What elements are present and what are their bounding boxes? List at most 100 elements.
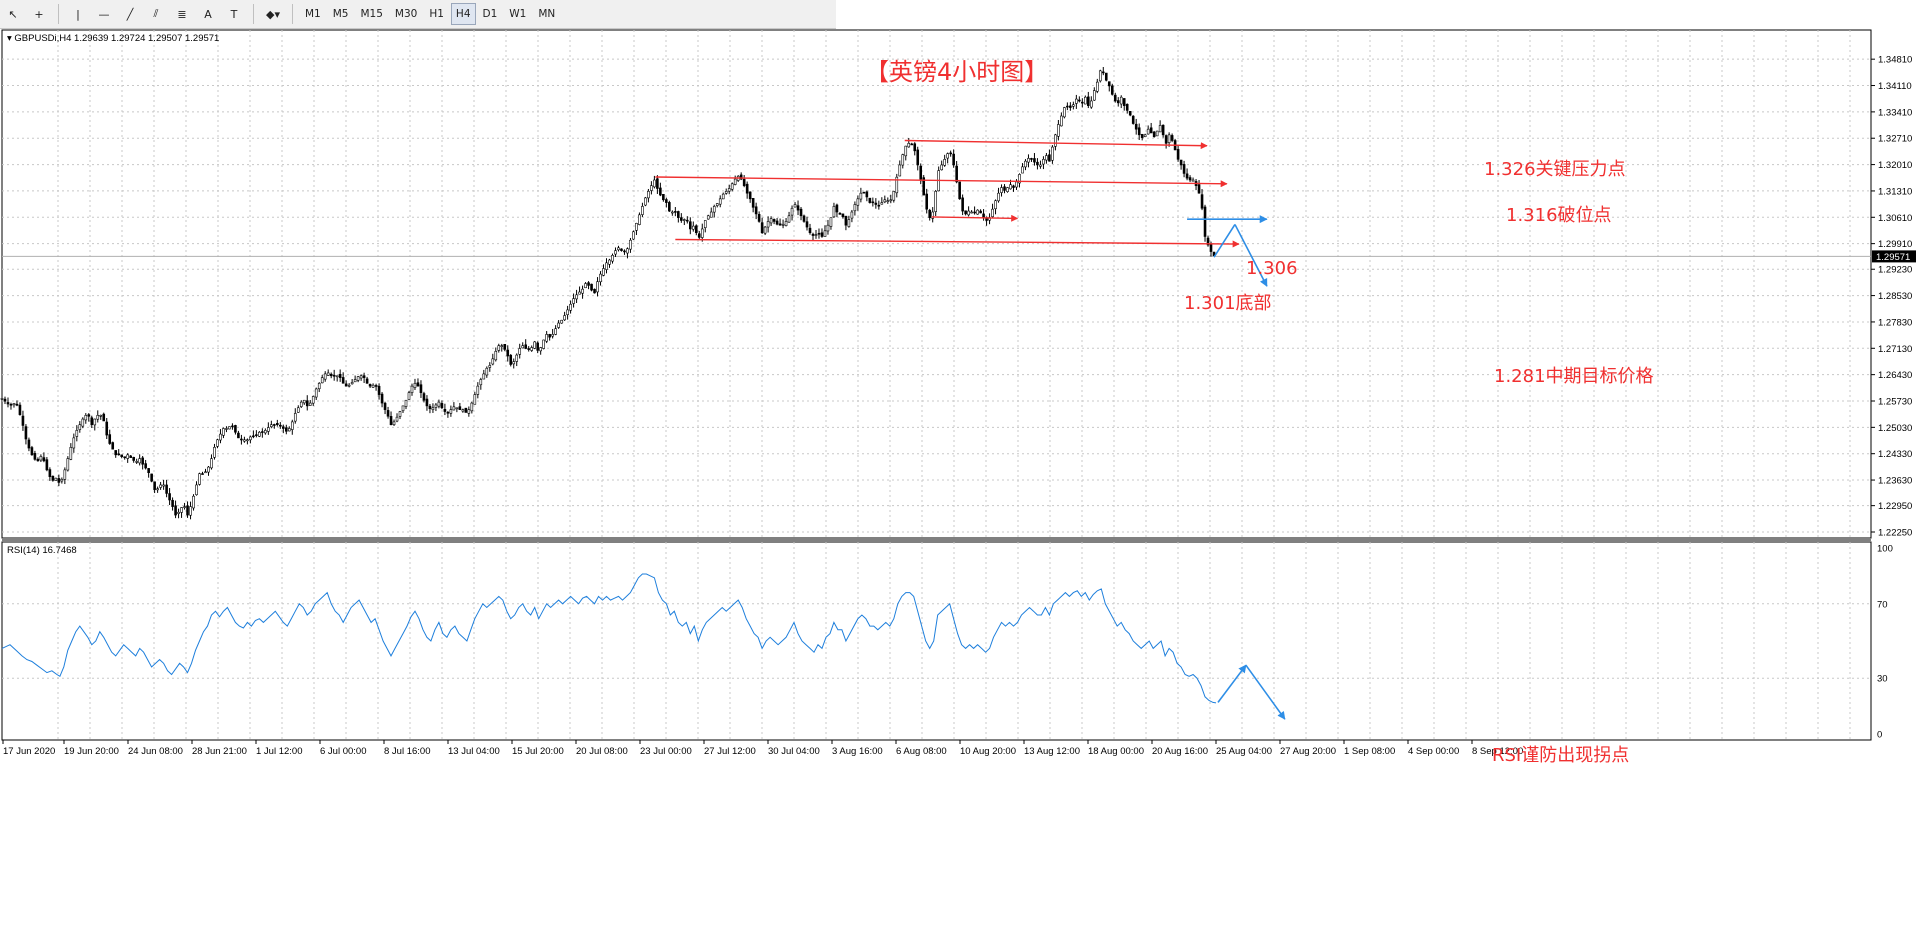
text-tool-button[interactable]: A [196, 3, 220, 25]
candle-body [1060, 115, 1063, 127]
candle-body [36, 458, 40, 462]
candle-body [1098, 70, 1102, 82]
shapes-dropdown-tool-button[interactable]: ◆▾ [261, 3, 285, 25]
candle-body [760, 222, 764, 234]
candle-body [491, 358, 495, 365]
candle-body [1149, 127, 1153, 134]
candle-body [709, 211, 713, 218]
candle-body [1095, 81, 1099, 92]
timeframe-d1-button[interactable]: D1 [482, 8, 498, 20]
x-tick-label: 24 Jun 08:00 [128, 746, 183, 757]
candle-body [1212, 251, 1216, 256]
text-icon: A [204, 7, 212, 21]
candle-body [925, 193, 929, 210]
candle-body [763, 226, 767, 234]
candle-body [99, 414, 103, 417]
timeframe-m30-button[interactable]: M30 [394, 8, 418, 20]
label-1281-target: 1.281中期目标价格 [1494, 366, 1654, 387]
candle-body [141, 457, 144, 465]
candle-body [814, 234, 818, 236]
candle-body [416, 382, 420, 387]
candle-body [261, 431, 264, 433]
candle-body [683, 219, 686, 221]
candle-body [1012, 185, 1015, 188]
candle-body [799, 208, 803, 217]
drawing-toolbar: ↖ + | — ╱ ⫽ ≣ A T ◆▾ M1 M5 M15 M30 H1 H4 D1 W1 MN [0, 0, 836, 29]
candle-body [329, 373, 333, 377]
candle-body [940, 164, 943, 171]
candle-body [970, 211, 973, 214]
candle-body [120, 454, 124, 458]
chart-title: 【英镑4小时图】 [865, 58, 1048, 86]
candle-body [766, 221, 770, 228]
y-tick-label: 1.32010 [1878, 160, 1912, 171]
candle-body [192, 495, 195, 509]
timeframe-m1-button[interactable]: M1 [305, 8, 321, 20]
candle-body [1018, 174, 1021, 184]
candle-body [1063, 107, 1066, 118]
vertical-line-tool-button[interactable]: | [66, 3, 90, 25]
x-tick-label: 17 Jun 2020 [3, 746, 55, 757]
candle-body [578, 291, 581, 295]
candle-body [883, 199, 887, 203]
candle-body [787, 215, 791, 223]
candle-body [898, 164, 902, 177]
cursor-tool-button[interactable]: ↖ [1, 3, 25, 25]
timeframe-w1-button[interactable]: W1 [509, 8, 527, 20]
candle-body [287, 428, 291, 432]
candle-body [1152, 131, 1156, 138]
candle-body [282, 426, 285, 429]
timeframe-h4-button[interactable]: H4 [450, 3, 476, 25]
candle-body [198, 473, 201, 485]
candle-body [1107, 81, 1111, 87]
candle-body [108, 434, 112, 444]
crosshair-tool-button[interactable]: + [27, 3, 51, 25]
candle-body [9, 403, 13, 406]
candle-body [273, 424, 276, 426]
red-level-line [675, 238, 1240, 248]
candle-body [608, 259, 611, 265]
text-label-tool-button[interactable]: T [222, 3, 246, 25]
horizontal-line-tool-button[interactable]: — [92, 3, 116, 25]
channel-tool-button[interactable]: ⫽ [144, 3, 168, 25]
candle-body [341, 377, 345, 384]
timeframe-m15-button[interactable]: M15 [360, 8, 383, 20]
candle-body [751, 198, 755, 208]
candle-body [1036, 161, 1039, 166]
candle-body [63, 469, 67, 480]
candle-body [955, 165, 958, 183]
candle-body [1182, 164, 1186, 174]
candle-body [21, 415, 25, 426]
candle-body [973, 211, 976, 214]
candle-body [1140, 133, 1144, 138]
candle-body [1009, 184, 1012, 190]
candle-body [1203, 206, 1207, 237]
candle-body [350, 382, 354, 385]
candle-body [617, 247, 620, 251]
candle-body [279, 424, 282, 427]
candle-body [177, 511, 180, 514]
candle-body [691, 225, 695, 230]
y-tick-label: 1.30610 [1878, 213, 1912, 224]
timeframe-m5-button[interactable]: M5 [332, 8, 349, 20]
candle-body [680, 217, 683, 221]
candle-body [81, 418, 85, 427]
candle-body [724, 191, 728, 194]
candle-body [117, 453, 121, 456]
label-1316-breakdown: 1.316破位点 [1506, 205, 1612, 226]
timeframe-h1-button[interactable]: H1 [429, 8, 444, 20]
candle-body [422, 393, 426, 401]
x-tick-label: 23 Jul 00:00 [640, 746, 692, 757]
fibonacci-icon: ≣ [177, 7, 187, 21]
candle-body [742, 178, 746, 186]
x-tick-label: 3 Aug 16:00 [832, 746, 883, 757]
candle-body [871, 201, 875, 204]
chart-area[interactable]: 1.34810 1.34110 1.33410 1.32710 1.32010 1.313… [0, 28, 1917, 927]
candle-body [497, 345, 501, 351]
fibonacci-tool-button[interactable]: ≣ [170, 3, 194, 25]
red-level-line [931, 214, 1019, 222]
trendline-tool-button[interactable]: ╱ [118, 3, 142, 25]
timeframe-mn-button[interactable]: MN [538, 8, 556, 20]
candle-body [919, 165, 923, 180]
candle-body [1155, 130, 1159, 137]
